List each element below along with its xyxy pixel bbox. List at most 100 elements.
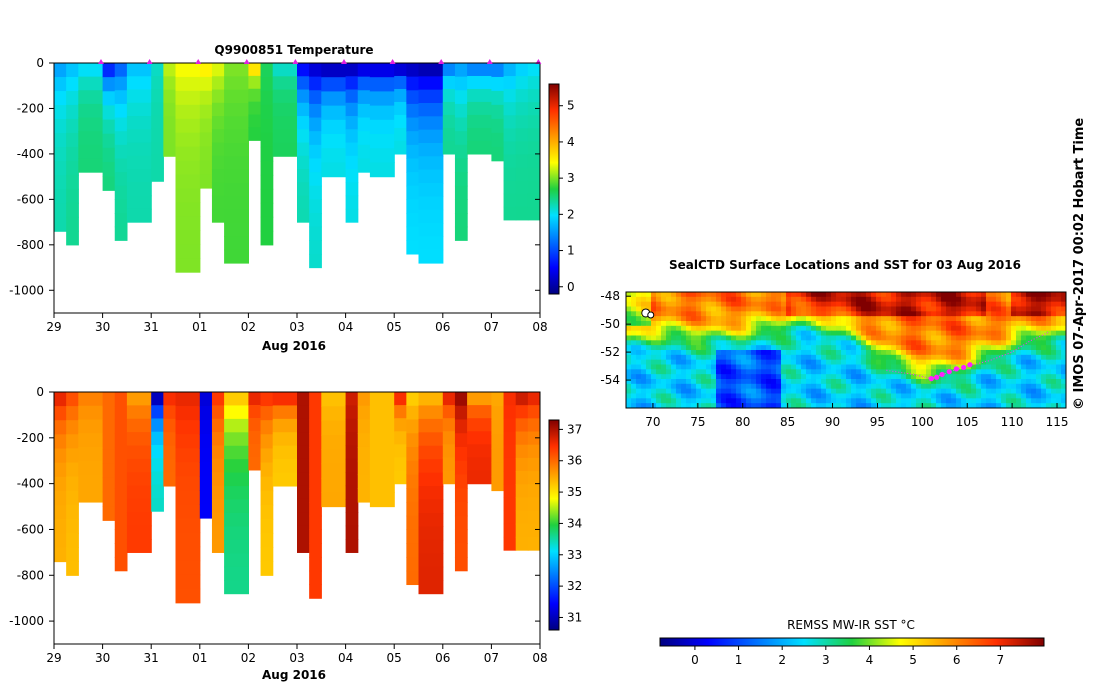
sst-cell [966,301,972,307]
profile-cell [175,63,201,78]
sst-cell [796,325,802,332]
sst-cell [1006,301,1012,307]
x-tick-label: 03 [289,320,304,334]
sst-cell [856,292,862,298]
sst-cell [1016,330,1022,336]
profile-cell [503,115,517,129]
sst-cell [846,359,852,365]
sst-cell [786,388,792,394]
sst-cell [806,335,812,341]
profile-cell [309,172,322,187]
sst-cell [961,354,967,361]
sst-cell [661,359,667,365]
sst-cell [926,311,932,317]
sst-cell [831,359,837,365]
sst-cell [901,325,907,332]
profile-cell [78,63,104,78]
profile-cell [454,419,468,434]
sst-cell [706,359,712,365]
sst-cell [941,345,947,351]
profile-cell [211,116,225,130]
profile-cell [260,63,274,78]
sst-cell [801,383,807,390]
profile-cell [211,392,225,406]
sst-cell [916,350,922,356]
sst-cell [871,364,877,370]
sst-cell [661,364,667,370]
sst-cell [936,359,942,365]
sst-cell [651,306,657,312]
profile-cell [248,114,262,128]
sst-cell [996,335,1002,341]
sst-cell [1026,306,1032,312]
profile-cell [297,392,310,406]
profile-cell [467,431,492,445]
sst-cell [951,330,957,336]
profile-cell [515,76,529,90]
sst-cell [876,359,882,365]
sst-cell [821,325,827,332]
sst-cell [791,403,797,408]
sst-cell [766,403,772,408]
sst-cell [961,393,967,399]
sst-cell [981,359,987,365]
sst-cell [871,325,877,332]
salinity-axes: 29 30 31 01 02 03 04 05 06 07 080-200-400-600-800-… [9,385,548,665]
sst-cell [761,301,767,307]
profile-cell [515,128,529,143]
profile-cell [260,406,274,421]
profile-cell [260,504,274,520]
sst-cell [1026,388,1032,394]
sst-cell [716,379,722,385]
profile-cell [260,216,274,232]
sst-cell [941,359,947,365]
sst-cell [1031,306,1037,312]
sst-cell [681,311,687,317]
sst-cell [766,321,772,327]
sst-cell [756,316,762,322]
sst-cell [776,292,782,298]
sst-cell [996,325,1002,332]
sst-cell [1051,359,1057,365]
profile-cell [78,488,104,503]
sst-cell [671,369,677,375]
sst-cell [906,296,912,303]
sst-cell [1006,403,1012,408]
sst-cell [1056,306,1062,312]
sst-cell [806,354,812,361]
profile-cell [527,115,540,129]
profile-cell [126,208,152,223]
sst-cell [631,403,637,408]
profile-cell [224,526,249,541]
sst-cell [661,398,667,404]
sst-cell [676,292,682,298]
sst-cell [721,379,727,385]
sst-cell [766,398,772,404]
sst-cell [881,330,887,336]
sst-cell [1021,345,1027,351]
sst-cell [641,398,647,404]
sst-cell [766,311,772,317]
sst-cell [791,345,797,351]
sst-cell [916,388,922,394]
profile-cell [102,161,116,177]
sst-cell [866,374,872,380]
profile-cell [442,101,456,116]
sst-cell [931,301,937,307]
profile-cell [175,392,201,407]
profile-cell [126,63,152,77]
sst-cell [951,364,957,370]
sst-cell [996,311,1002,317]
sst-cell [666,306,672,312]
sst-cell [836,359,842,365]
sst-cell [916,301,922,307]
sst-cell [821,398,827,404]
x-tick-label: 05 [387,651,402,665]
sst-cell [836,321,842,327]
sst-cell [906,292,912,298]
sst-cell [831,316,837,322]
sst-cell [1026,330,1032,336]
sst-cell [796,311,802,317]
profile-cell [114,529,128,544]
sst-cell [721,364,727,370]
